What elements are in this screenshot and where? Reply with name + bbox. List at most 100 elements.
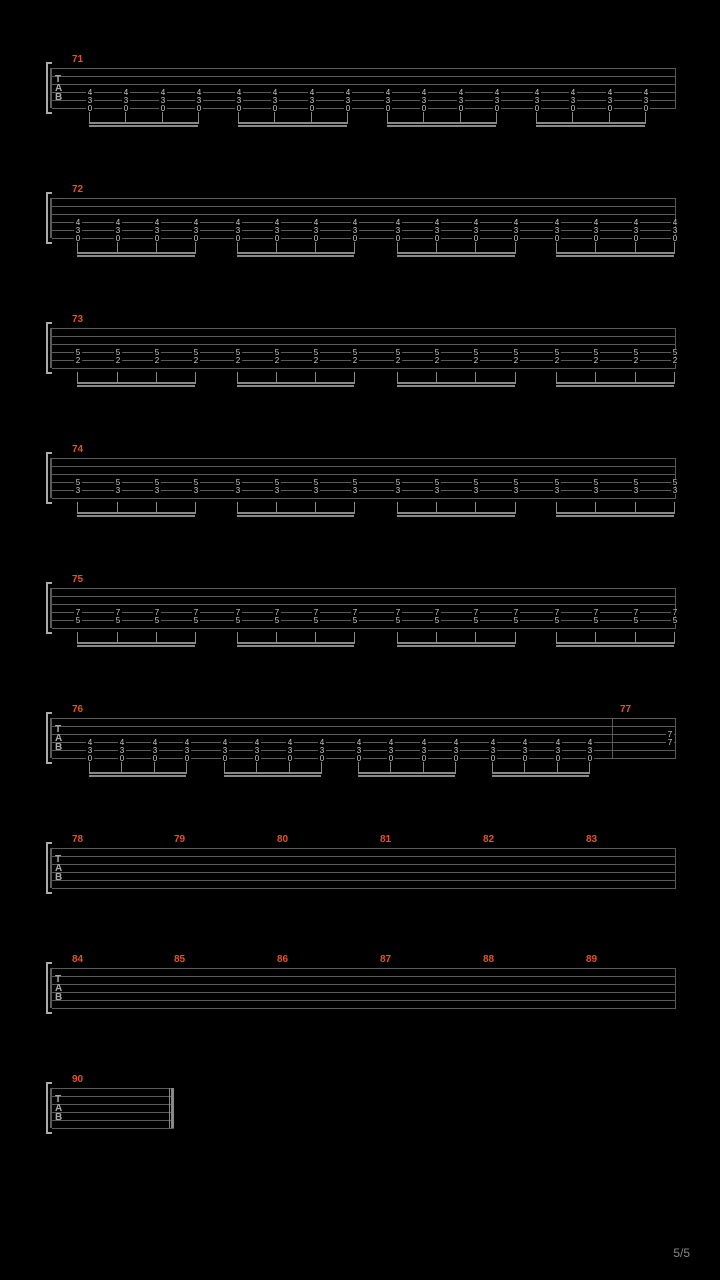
- fret-number: 0: [86, 105, 94, 112]
- fret-number: 5: [114, 479, 122, 486]
- fret-number: 2: [394, 357, 402, 364]
- fret-number: 5: [632, 617, 640, 624]
- fret-number: 3: [273, 487, 281, 494]
- fret-number: 5: [553, 617, 561, 624]
- tab-staff: TAB90: [52, 1088, 174, 1128]
- fret-number: 5: [312, 617, 320, 624]
- beam-group: [224, 762, 321, 776]
- fret-number: 3: [159, 97, 167, 104]
- fret-number: 4: [273, 219, 281, 226]
- beam-group: [556, 502, 674, 516]
- fret-number: 5: [351, 349, 359, 356]
- fret-number: 0: [387, 755, 395, 762]
- beam-group: [238, 112, 347, 126]
- tab-clef-letter: B: [55, 94, 62, 102]
- tab-staff: 7453535353535353535353535353535353: [52, 458, 676, 498]
- beam-group: [237, 632, 354, 646]
- beam-group: [492, 762, 589, 776]
- fret-number: 3: [592, 227, 600, 234]
- fret-number: 3: [489, 747, 497, 754]
- fret-number: 5: [472, 617, 480, 624]
- fret-number: 0: [195, 105, 203, 112]
- fret-number: 4: [118, 739, 126, 746]
- tab-staff: 7352525252525252525252525252525252: [52, 328, 676, 368]
- fret-number: 3: [457, 97, 465, 104]
- fret-number: 3: [273, 227, 281, 234]
- fret-number: 7: [592, 609, 600, 616]
- fret-number: 5: [512, 617, 520, 624]
- fret-number: 5: [632, 479, 640, 486]
- beam-group: [397, 632, 515, 646]
- fret-number: 3: [433, 487, 441, 494]
- beam-group: [77, 502, 195, 516]
- fret-number: 4: [74, 219, 82, 226]
- fret-number: 4: [151, 739, 159, 746]
- fret-number: 7: [433, 609, 441, 616]
- fret-number: 5: [671, 617, 679, 624]
- fret-number: 0: [221, 755, 229, 762]
- fret-number: 5: [592, 617, 600, 624]
- fret-number: 4: [221, 739, 229, 746]
- measure-number: 77: [620, 704, 631, 715]
- fret-number: 4: [632, 219, 640, 226]
- fret-number: 7: [192, 609, 200, 616]
- fret-number: 5: [351, 617, 359, 624]
- fret-number: 7: [234, 609, 242, 616]
- fret-number: 3: [122, 97, 130, 104]
- fret-number: 5: [312, 349, 320, 356]
- measure-number: 89: [586, 954, 597, 965]
- measure-number: 80: [277, 834, 288, 845]
- fret-number: 3: [235, 97, 243, 104]
- fret-number: 3: [351, 227, 359, 234]
- tab-staff: TAB848586878889: [52, 968, 676, 1008]
- fret-number: 4: [86, 739, 94, 746]
- fret-number: 0: [355, 755, 363, 762]
- fret-number: 4: [183, 739, 191, 746]
- fret-number: 5: [433, 349, 441, 356]
- fret-number: 3: [312, 487, 320, 494]
- fret-number: 3: [472, 487, 480, 494]
- fret-number: 4: [533, 89, 541, 96]
- fret-number: 3: [153, 487, 161, 494]
- fret-number: 0: [122, 105, 130, 112]
- fret-number: 0: [253, 755, 261, 762]
- fret-number: 0: [493, 105, 501, 112]
- fret-number: 5: [394, 349, 402, 356]
- fret-number: 2: [433, 357, 441, 364]
- fret-number: 4: [355, 739, 363, 746]
- fret-number: 2: [234, 357, 242, 364]
- fret-number: 0: [273, 235, 281, 242]
- fret-number: 5: [273, 349, 281, 356]
- fret-number: 3: [671, 487, 679, 494]
- fret-number: 3: [521, 747, 529, 754]
- fret-number: 5: [433, 617, 441, 624]
- fret-number: 0: [632, 235, 640, 242]
- measure-number: 88: [483, 954, 494, 965]
- page-number: 5/5: [673, 1246, 690, 1260]
- fret-number: 3: [384, 97, 392, 104]
- fret-number: 4: [234, 219, 242, 226]
- fret-number: 5: [153, 617, 161, 624]
- fret-number: 0: [153, 235, 161, 242]
- fret-number: 4: [606, 89, 614, 96]
- fret-number: 0: [271, 105, 279, 112]
- fret-number: 0: [433, 235, 441, 242]
- fret-number: 3: [344, 97, 352, 104]
- fret-number: 5: [114, 349, 122, 356]
- fret-number: 3: [433, 227, 441, 234]
- fret-number: 4: [344, 89, 352, 96]
- fret-number: 5: [192, 479, 200, 486]
- beam-group: [89, 112, 198, 126]
- fret-number: 3: [632, 227, 640, 234]
- fret-number: 5: [472, 479, 480, 486]
- fret-number: 0: [192, 235, 200, 242]
- fret-number: 4: [489, 739, 497, 746]
- fret-number: 4: [553, 219, 561, 226]
- fret-number: 4: [642, 89, 650, 96]
- fret-number: 0: [671, 235, 679, 242]
- fret-number: 3: [151, 747, 159, 754]
- fret-number: 0: [234, 235, 242, 242]
- measure-number: 84: [72, 954, 83, 965]
- fret-number: 4: [394, 219, 402, 226]
- fret-number: 7: [394, 609, 402, 616]
